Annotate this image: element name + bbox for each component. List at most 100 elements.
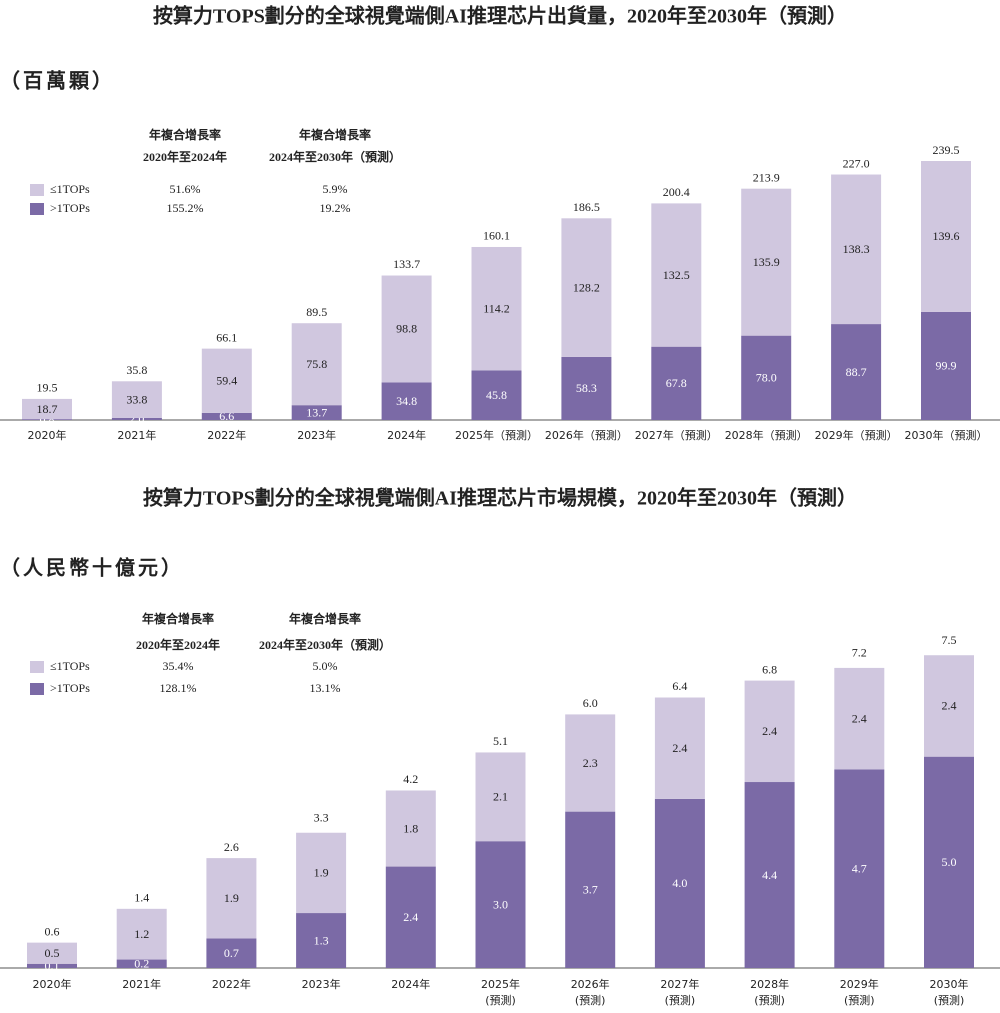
bar-segment	[651, 346, 702, 420]
total-label: 186.5	[573, 200, 600, 214]
x-tick-label: 2021年	[117, 428, 156, 442]
table-cell: 13.1%	[310, 681, 341, 695]
bar-segment	[116, 908, 167, 960]
total-label: 1.4	[134, 891, 149, 905]
total-label: 6.4	[672, 679, 687, 693]
bar-segment	[561, 218, 612, 357]
legend-swatch	[30, 184, 44, 196]
total-label: 200.4	[663, 185, 690, 199]
value-label: 4.0	[672, 876, 687, 890]
legend-label: ≤1TOPs	[50, 659, 90, 673]
value-label: 88.7	[846, 365, 867, 379]
bar-segment	[385, 790, 436, 867]
value-label: 139.6	[933, 229, 960, 243]
bar-segment	[741, 335, 792, 420]
chart-title: 按算力TOPS劃分的全球視覺端側AI推理芯片出貨量，2020年至2030年（預測…	[153, 4, 847, 28]
total-label: 227.0	[843, 156, 870, 170]
bar-segment	[744, 782, 795, 968]
value-label: 3.7	[583, 883, 598, 897]
value-label: 132.5	[663, 268, 690, 282]
legend-swatch	[30, 683, 44, 695]
value-label: 98.8	[396, 322, 417, 336]
x-tick-line: (預測)	[485, 993, 516, 1007]
table-header: 年複合增長率	[299, 127, 371, 142]
value-label: 2.4	[942, 699, 957, 713]
x-tick-label: 2027年（預測）	[635, 428, 718, 442]
total-label: 7.2	[852, 645, 867, 659]
legend-label: >1TOPs	[50, 681, 90, 695]
value-label: 1.8	[403, 821, 418, 835]
value-label: 3.0	[493, 897, 508, 911]
legend-label: ≤1TOPs	[50, 182, 90, 196]
legend-label: >1TOPs	[50, 201, 90, 215]
bar-segment	[291, 323, 342, 406]
value-label: 2.3	[583, 756, 598, 770]
value-label: 78.0	[756, 371, 777, 385]
x-tick-label: 2028年 (預測)	[750, 977, 789, 1007]
bar-segment	[834, 667, 885, 770]
value-label: 0.7	[224, 946, 239, 960]
bar-segment	[565, 714, 616, 812]
value-label: 75.8	[306, 357, 327, 371]
x-tick-label: 2026年（預測）	[545, 428, 628, 442]
x-tick-label: 2024年	[391, 977, 430, 991]
table-cell: 5.9%	[323, 182, 348, 196]
table-header: 2024年至2030年（預測）	[269, 149, 401, 164]
bar-segment	[22, 398, 72, 420]
value-label: 0.2	[134, 957, 149, 971]
value-label: 1.9	[224, 891, 239, 905]
bar-segment	[924, 756, 974, 968]
x-tick-label: 2027年 (預測)	[660, 977, 699, 1007]
table-cell: 51.6%	[170, 182, 201, 196]
x-tick-label: 2022年	[212, 977, 251, 991]
bar-segment	[921, 161, 971, 312]
x-tick-label: 2022年	[207, 428, 246, 442]
value-label: 4.7	[852, 861, 867, 875]
bar-segment	[651, 203, 702, 347]
x-tick-line: (預測)	[575, 993, 606, 1007]
value-label: 2.4	[672, 741, 687, 755]
table-cell: 19.2%	[320, 201, 351, 215]
table-header: 2020年至2024年	[136, 637, 220, 652]
chart-title: 按算力TOPS劃分的全球視覺端側AI推理芯片市場規模，2020年至2030年（預…	[143, 486, 857, 510]
value-label: 135.9	[753, 255, 780, 269]
x-tick-label: 2026年 (預測)	[571, 977, 610, 1007]
table-header: 年複合增長率	[289, 611, 361, 626]
x-tick-label: 2020年	[28, 428, 67, 442]
value-label: 1.2	[134, 927, 149, 941]
total-label: 89.5	[306, 305, 327, 319]
table-cell: 5.0%	[313, 659, 338, 673]
x-tick-label: 2030年（預測）	[905, 428, 988, 442]
x-tick-label: 2023年	[297, 428, 336, 442]
value-label: 34.8	[396, 394, 417, 408]
total-label: 35.8	[126, 363, 147, 377]
bar-segment	[654, 798, 705, 968]
value-label: 2.4	[852, 711, 867, 725]
total-label: 133.7	[393, 257, 420, 271]
table-cell: 155.2%	[167, 201, 204, 215]
value-label: 59.4	[216, 373, 237, 387]
total-label: 19.5	[37, 381, 58, 395]
bar-segment	[471, 246, 522, 371]
x-tick-label: 2020年	[33, 977, 72, 991]
value-label: 114.2	[483, 301, 510, 315]
bar-segment	[475, 752, 526, 842]
x-tick-label: 2025年 (預測)	[481, 977, 520, 1007]
value-label: 67.8	[666, 376, 687, 390]
table-header: 2020年至2024年	[143, 149, 227, 164]
bar-segment	[744, 680, 795, 783]
x-tick-line: 2025年	[481, 977, 520, 991]
table-header: 年複合增長率	[149, 127, 221, 142]
value-label: 2.4	[403, 910, 418, 924]
bar-segment	[27, 942, 77, 964]
bar-segment	[471, 370, 522, 420]
x-tick-label: 2024年	[387, 428, 426, 442]
x-tick-label: 2030年 (預測)	[930, 977, 969, 1007]
x-tick-line: 2029年	[840, 977, 879, 991]
bar-segment	[116, 959, 167, 968]
bar-segment	[654, 697, 705, 799]
value-label: 1.3	[314, 933, 329, 947]
total-label: 66.1	[216, 330, 237, 344]
bar-segment	[206, 858, 257, 939]
